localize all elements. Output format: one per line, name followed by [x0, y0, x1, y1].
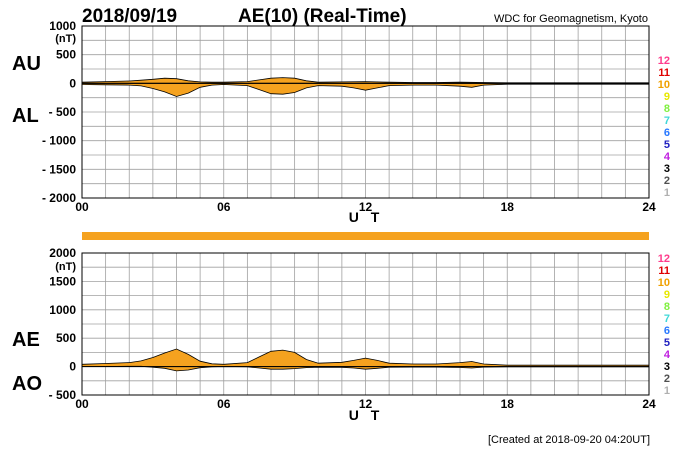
- au-al-y-ticks: 1000 500 0 - 500 - 1000 - 1500 - 2000: [42, 19, 76, 205]
- y-tick-label: - 500: [49, 105, 77, 119]
- y-tick-label: 1000: [49, 19, 76, 33]
- ao-label: AO: [12, 373, 42, 395]
- created-timestamp: [Created at 2018-09-20 04:20UT]: [488, 434, 650, 446]
- al-label: AL: [12, 105, 39, 127]
- series-ae-area: [81, 348, 650, 367]
- station-number: 12: [658, 55, 670, 67]
- x-tick-label: 00: [75, 200, 89, 214]
- x-tick-label: 06: [217, 397, 231, 411]
- series-al-area: [81, 82, 650, 97]
- station-number: 3: [664, 163, 670, 175]
- ae-ao-x-ticks: 00 06 12 18 24: [75, 397, 656, 411]
- x-tick-label: 24: [642, 397, 656, 411]
- plot-credit: WDC for Geomagnetism, Kyoto: [494, 13, 648, 25]
- y-tick-label: - 500: [49, 388, 77, 402]
- station-number: 10: [658, 277, 670, 289]
- plot-title: AE(10) (Real-Time): [238, 6, 407, 27]
- ae-ao-grid: [82, 253, 649, 395]
- station-number: 10: [658, 79, 670, 91]
- ae-ao-series: [81, 348, 650, 372]
- station-number: 3: [664, 361, 670, 373]
- x-tick-label: 00: [75, 397, 89, 411]
- y-tick-label: 500: [56, 331, 76, 345]
- station-number: 6: [664, 127, 670, 139]
- y-tick-label: 1000: [49, 303, 76, 317]
- station-number: 7: [664, 313, 670, 325]
- station-number: 8: [664, 301, 670, 313]
- ae-ao-x-axis-label: U T: [349, 407, 384, 423]
- station-number: 5: [664, 139, 670, 151]
- x-tick-label: 24: [642, 200, 656, 214]
- y-tick-label: 1500: [49, 274, 76, 288]
- station-number: 11: [658, 265, 670, 277]
- station-number: 11: [658, 67, 670, 79]
- station-number: 2: [664, 175, 670, 187]
- station-number: 4: [664, 151, 671, 163]
- y-tick-label: 2000: [49, 246, 76, 260]
- au-al-unit: (nT): [55, 33, 76, 45]
- x-tick-label: 18: [501, 200, 515, 214]
- y-tick-label: 500: [56, 48, 76, 62]
- au-al-x-ticks: 00 06 12 18 24: [75, 200, 656, 214]
- station-number: 9: [664, 91, 670, 103]
- au-al-grid: [82, 26, 649, 198]
- station-number: 6: [664, 325, 670, 337]
- au-al-frame: [81, 25, 650, 199]
- station-number: 12: [658, 253, 670, 265]
- au-al-series: [81, 77, 650, 97]
- ae-ao-y-ticks: 2000 1500 1000 500 0 - 500: [49, 246, 77, 402]
- station-number: 7: [664, 115, 670, 127]
- station-number: 2: [664, 373, 670, 385]
- y-tick-label: - 1500: [42, 162, 76, 176]
- ae-label: AE: [12, 329, 40, 351]
- y-tick-label: 0: [69, 76, 76, 90]
- x-tick-label: 12: [359, 397, 373, 411]
- au-label: AU: [12, 53, 41, 75]
- station-number: 4: [664, 349, 671, 361]
- y-tick-label: - 1000: [42, 134, 76, 148]
- station-number: 1: [664, 385, 670, 397]
- y-tick-label: 0: [69, 360, 76, 374]
- station-number: 1: [664, 187, 670, 199]
- station-number: 8: [664, 103, 670, 115]
- x-tick-label: 06: [217, 200, 231, 214]
- ae-ao-unit: (nT): [55, 261, 76, 273]
- data-coverage-bar: [82, 232, 649, 240]
- ae-ao-frame: [81, 252, 650, 396]
- station-number: 5: [664, 337, 670, 349]
- y-tick-label: - 2000: [42, 191, 76, 205]
- series-au-area: [81, 77, 650, 84]
- x-tick-label: 18: [501, 397, 515, 411]
- au-al-x-axis-label: U T: [349, 209, 384, 225]
- plot-date: 2018/09/19: [82, 6, 177, 27]
- x-tick-label: 12: [359, 200, 373, 214]
- station-number: 9: [664, 289, 670, 301]
